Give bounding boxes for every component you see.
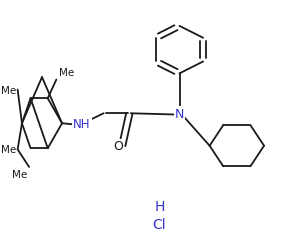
Text: NH: NH [73,117,91,130]
Text: Me: Me [12,170,28,180]
Text: H: H [154,199,165,213]
Text: Me: Me [1,145,16,155]
Text: N: N [175,107,184,120]
Text: Cl: Cl [153,218,166,232]
Text: Me: Me [59,68,74,78]
Text: Me: Me [1,85,16,95]
Text: O: O [114,140,124,152]
